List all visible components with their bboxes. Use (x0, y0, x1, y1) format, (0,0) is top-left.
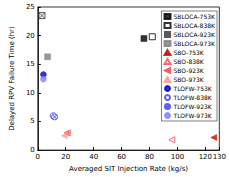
svg-text:Delayed RPV Failure Time (hr): Delayed RPV Failure Time (hr) (8, 26, 16, 131)
svg-text:SBO-838K: SBO-838K (174, 58, 205, 65)
svg-text:15: 15 (26, 60, 35, 68)
svg-text:40: 40 (89, 153, 98, 161)
svg-text:SBO-923K: SBO-923K (174, 67, 205, 74)
svg-text:SBO-753K: SBO-753K (174, 49, 205, 56)
svg-text:SBO-973K: SBO-973K (174, 76, 205, 83)
svg-text:TLOFW-973K: TLOFW-973K (173, 112, 213, 119)
svg-text:SBLOCA-923K: SBLOCA-923K (174, 31, 217, 38)
svg-text:20: 20 (61, 153, 70, 161)
svg-text:0: 0 (30, 146, 34, 154)
svg-text:60: 60 (117, 153, 126, 161)
svg-text:Averaged SIT Injection Rate (k: Averaged SIT Injection Rate (kg/s) (69, 165, 188, 173)
svg-text:SBLOCA-973K: SBLOCA-973K (174, 40, 217, 47)
svg-text:20: 20 (26, 32, 35, 40)
svg-text:TLOFW-923K: TLOFW-923K (173, 103, 213, 110)
svg-text:80: 80 (145, 153, 154, 161)
svg-text:25: 25 (26, 3, 35, 11)
svg-text:5: 5 (30, 117, 34, 125)
svg-text:10: 10 (26, 89, 35, 97)
svg-text:TLOFW-753K: TLOFW-753K (173, 85, 213, 92)
svg-text:130: 130 (213, 153, 226, 161)
svg-text:TLOFW-838K: TLOFW-838K (173, 94, 213, 101)
svg-text:SBLOCA-753K: SBLOCA-753K (174, 13, 217, 20)
svg-text:100: 100 (171, 153, 184, 161)
svg-text:SBLOCA-838K: SBLOCA-838K (174, 22, 217, 29)
svg-text:0: 0 (36, 153, 40, 161)
svg-text:120: 120 (199, 153, 212, 161)
